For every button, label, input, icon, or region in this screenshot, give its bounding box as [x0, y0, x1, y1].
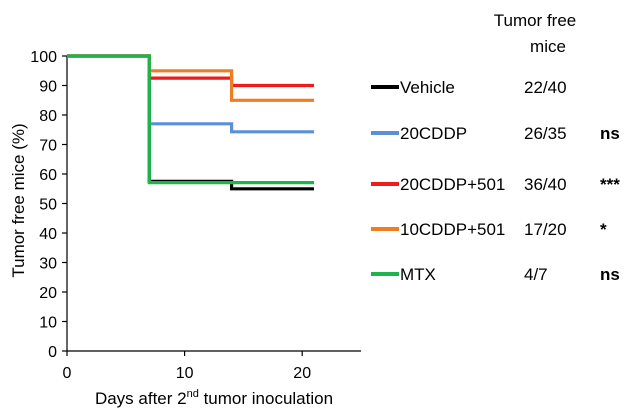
legend-significance-mtx: ns: [600, 265, 620, 284]
series-layer: [67, 54, 314, 191]
legend-label-mtx: MTX: [400, 265, 436, 284]
x-tick-label: 20: [293, 365, 311, 382]
legend-fraction-20cddp-501: 36/40: [524, 175, 567, 194]
y-axis-title: Tumor free mice (%): [9, 123, 28, 277]
table-header-line2: mice: [530, 37, 566, 56]
y-tick-label: 40: [39, 226, 57, 243]
legend-fraction-20cddp: 26/35: [524, 124, 567, 143]
y-tick-label: 100: [30, 49, 57, 66]
y-tick-label: 0: [48, 344, 57, 361]
y-tick-label: 20: [39, 285, 57, 302]
x-axis-title: Days after 2nd tumor inoculation: [95, 388, 333, 408]
legend-fraction-vehicle: 22/40: [524, 78, 567, 97]
legend-layer: Vehicle 22/40 20CDDP 26/35 ns 20CDDP+501 36/40…: [371, 78, 620, 284]
y-tick-label: 80: [39, 108, 57, 125]
legend-significance-20cddp: ns: [600, 124, 620, 143]
x-tick-label: 10: [176, 365, 194, 382]
y-tick-label: 60: [39, 167, 57, 184]
legend-significance-20cddp-501: ***: [600, 175, 620, 194]
y-tick-label: 90: [39, 79, 57, 96]
series-line-mtx: [67, 54, 314, 185]
y-tick-label: 70: [39, 138, 57, 155]
legend-label-20cddp: 20CDDP: [400, 124, 467, 143]
legend-label-10cddp-501: 10CDDP+501: [400, 220, 505, 239]
series-line-20cddp: [67, 54, 314, 134]
legend-fraction-10cddp-501: 17/20: [524, 220, 567, 239]
y-tick-label: 10: [39, 315, 57, 332]
legend-label-20cddp-501: 20CDDP+501: [400, 175, 505, 194]
table-header-line1: Tumor free: [494, 11, 577, 30]
legend-significance-10cddp-501: *: [600, 220, 607, 239]
x-tick-label: 0: [63, 365, 72, 382]
y-tick-label: 50: [39, 197, 57, 214]
legend-fraction-mtx: 4/7: [524, 265, 548, 284]
y-tick-label: 30: [39, 256, 57, 273]
axes: 0 10 20 30 40 50 60 70 80 90 100 0 10 20 Tumor free mi…: [9, 49, 361, 408]
legend-label-vehicle: Vehicle: [400, 78, 455, 97]
